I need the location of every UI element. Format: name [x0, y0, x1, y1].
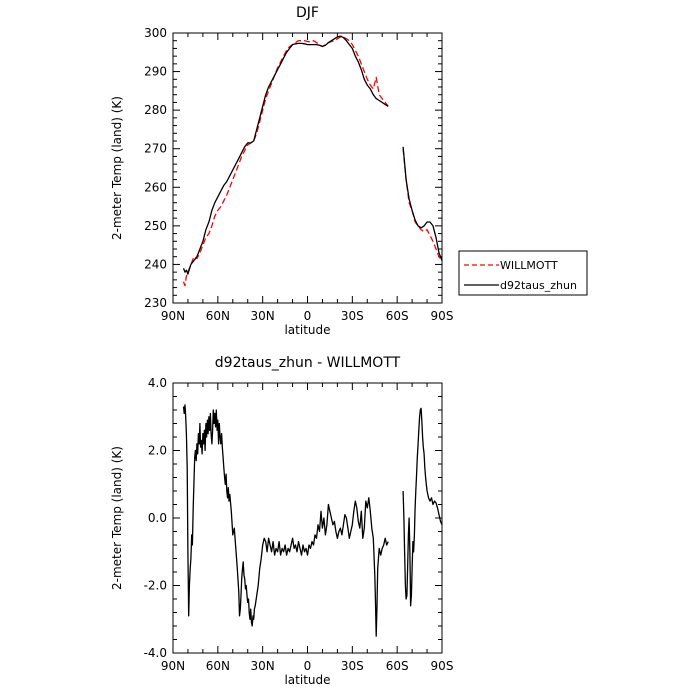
y-tick-label: 4.0: [148, 376, 167, 390]
series-line-willmott-segment-1: [182, 36, 389, 287]
y-tick-label: 290: [144, 65, 167, 79]
chart-title: DJF: [296, 5, 319, 21]
x-tick-label: 90S: [431, 659, 454, 673]
y-tick-label: 250: [144, 219, 167, 233]
y-tick-label: -4.0: [144, 646, 167, 660]
x-tick-label: 60S: [386, 309, 409, 323]
y-tick-label: 2.0: [148, 444, 167, 458]
x-tick-label: 30N: [251, 659, 275, 673]
series-line-d92taus-zhun-segment-2: [402, 146, 443, 261]
chart-title: d92taus_zhun - WILLMOTT: [215, 355, 401, 371]
x-axis-label: latitude: [284, 323, 330, 337]
y-tick-label: -2.0: [144, 579, 167, 593]
y-tick-label: 0.0: [148, 511, 167, 525]
legend-label: WILLMOTT: [500, 259, 558, 272]
x-tick-label: 30S: [341, 659, 364, 673]
y-tick-label: 260: [144, 180, 167, 194]
y-tick-label: 240: [144, 257, 167, 271]
legend-box: [458, 250, 588, 296]
legend: WILLMOTT d92taus_zhun: [458, 250, 588, 296]
series-line-d92taus-zhun-willmott-segment-2: [402, 407, 443, 607]
x-tick-label: 30N: [251, 309, 275, 323]
x-tick-label: 0: [304, 309, 312, 323]
y-tick-label: 300: [144, 26, 167, 40]
y-axis-label: 2-meter Temp (land) (K): [110, 446, 124, 590]
x-tick-label: 30S: [341, 309, 364, 323]
x-tick-label: 60N: [206, 659, 230, 673]
x-tick-label: 60N: [206, 309, 230, 323]
x-tick-label: 90S: [431, 309, 454, 323]
y-axis-label: 2-meter Temp (land) (K): [110, 96, 124, 240]
x-axis-label: latitude: [284, 673, 330, 687]
y-tick-label: 230: [144, 296, 167, 310]
x-tick-label: 60S: [386, 659, 409, 673]
y-tick-label: 270: [144, 142, 167, 156]
series-line-d92taus-zhun-segment-1: [182, 35, 389, 275]
plot-frame: [172, 32, 443, 304]
panel-difference: 90N 60N 30N 0 30S 60S 90S -4.0 -2.0 0.0 2.0 4.0 d92t…: [110, 355, 453, 687]
y-tick-label: 280: [144, 103, 167, 117]
panel-temperature: 90N 60N 30N 0 30S 60S 90S 230 240 250 260 270 280 290…: [110, 5, 588, 337]
series-line-d92taus-zhun-willmott-segment-1: [182, 404, 389, 637]
series-line-willmott-segment-2: [402, 148, 443, 261]
x-tick-label: 90N: [161, 309, 185, 323]
x-tick-label: 0: [304, 659, 312, 673]
legend-label: d92taus_zhun: [500, 279, 577, 292]
x-tick-label: 90N: [161, 659, 185, 673]
